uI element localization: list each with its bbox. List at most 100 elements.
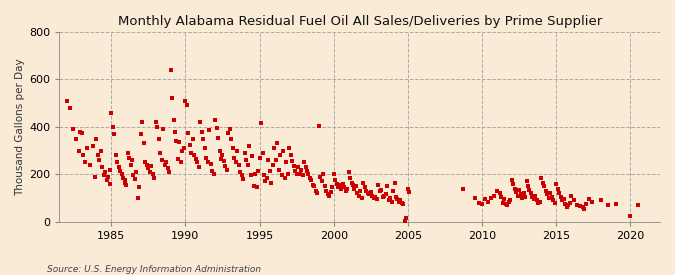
Point [632,203,643,207]
Point [207,169,217,173]
Point [183,131,194,135]
Point [505,198,516,203]
Point [504,199,514,204]
Point [147,172,158,177]
Point [557,198,568,203]
Point [494,191,505,196]
Point [260,179,271,184]
Point [323,192,333,197]
Point [566,193,576,198]
Point [213,135,223,140]
Point [119,180,130,185]
Point [389,180,400,185]
Point [334,183,345,187]
Point [240,151,250,155]
Point [248,184,259,188]
Point [298,160,309,165]
Point [291,172,302,177]
Point [404,190,414,194]
Point [198,136,209,141]
Point [281,160,292,165]
Point [137,120,148,124]
Point [144,170,155,174]
Point [293,165,304,169]
Point [361,189,372,193]
Point [256,121,267,125]
Text: Source: U.S. Energy Information Administration: Source: U.S. Energy Information Administ… [47,265,261,274]
Point [303,172,314,177]
Point [121,183,132,187]
Point [527,195,538,199]
Point [308,183,319,187]
Point [113,165,124,169]
Point [479,197,490,201]
Point [509,186,520,191]
Point [580,202,591,206]
Point [211,126,222,130]
Point [561,205,572,210]
Point [625,214,636,218]
Point [273,167,284,172]
Point [109,132,119,136]
Point [371,197,382,201]
Point [364,192,375,197]
Point [112,160,123,165]
Point [92,153,103,158]
Point [560,202,570,206]
Point [73,148,84,153]
Point [136,132,146,136]
Point [520,195,531,199]
Point [377,195,388,199]
Point [261,176,272,180]
Point [120,178,131,182]
Point [531,198,542,203]
Point [485,196,496,200]
Point [94,158,105,162]
Point [227,146,238,150]
Point [386,199,397,204]
Point [225,127,236,131]
Point [68,127,78,131]
Point [82,146,93,150]
Point [383,198,394,203]
Point [328,172,339,177]
Point [365,190,376,194]
Point [558,197,569,201]
Point [257,151,268,155]
Point [232,148,243,153]
Point [263,158,274,162]
Point [254,155,265,160]
Point [398,202,409,206]
Point [176,160,186,165]
Point [214,148,225,153]
Point [220,164,231,168]
Point [551,182,562,186]
Point [324,193,335,198]
Point [340,189,351,193]
Point [483,199,493,204]
Point [373,183,383,187]
Point [391,195,402,199]
Point [325,190,336,194]
Point [306,178,317,182]
Point [124,155,134,160]
Point [381,184,392,188]
Point [521,179,532,184]
Point [117,176,128,180]
Point [186,151,196,155]
Point [173,157,184,161]
Point [349,186,360,191]
Point [508,182,518,186]
Point [196,129,207,134]
Point [477,202,487,206]
Point [302,169,313,173]
Point [603,203,614,207]
Point [202,160,213,165]
Point [374,189,385,193]
Point [171,139,182,143]
Title: Monthly Alabama Residual Fuel Oil All Sales/Deliveries by Prime Supplier: Monthly Alabama Residual Fuel Oil All Sa… [117,15,602,28]
Point [138,141,149,146]
Point [161,160,171,165]
Point [195,120,206,124]
Point [514,188,524,192]
